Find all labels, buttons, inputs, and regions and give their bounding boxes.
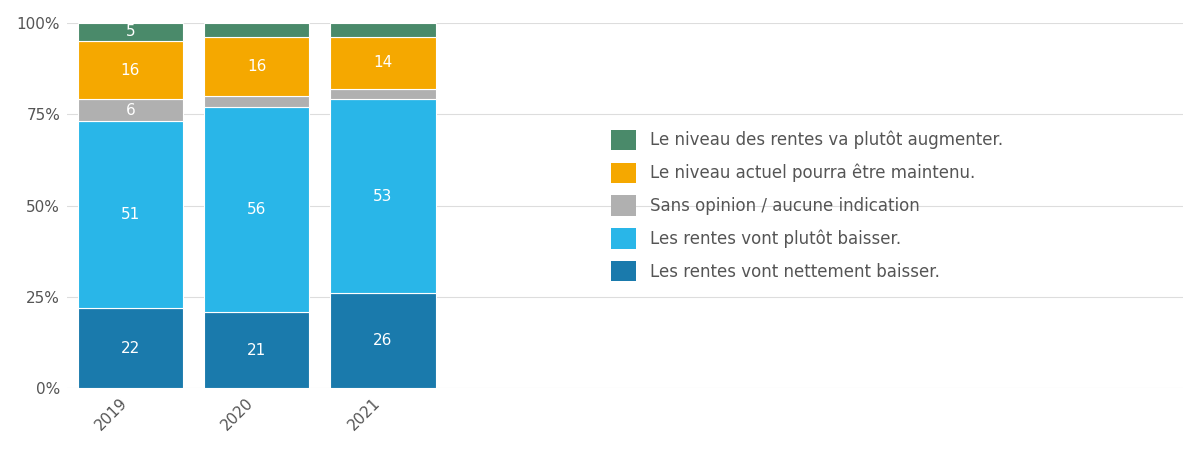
- Text: 53: 53: [373, 189, 392, 204]
- Bar: [330, 293, 436, 388]
- Bar: [204, 22, 310, 37]
- Bar: [330, 37, 436, 89]
- Bar: [204, 96, 310, 107]
- Bar: [78, 22, 182, 41]
- Bar: [204, 37, 310, 96]
- Legend: Le niveau des rentes va plutôt augmenter., Le niveau actuel pourra être maintenu: Le niveau des rentes va plutôt augmenter…: [611, 130, 1003, 281]
- Text: 26: 26: [373, 333, 392, 348]
- Text: 21: 21: [247, 342, 266, 358]
- Text: 5: 5: [126, 24, 136, 39]
- Bar: [330, 89, 436, 99]
- Bar: [78, 41, 182, 99]
- Bar: [78, 308, 182, 388]
- Text: 22: 22: [121, 341, 140, 356]
- Bar: [330, 99, 436, 293]
- Text: 56: 56: [247, 202, 266, 217]
- Text: 6: 6: [126, 103, 136, 118]
- Bar: [330, 22, 436, 37]
- Bar: [78, 122, 182, 308]
- Bar: [78, 99, 182, 122]
- Text: 16: 16: [247, 59, 266, 74]
- Text: 16: 16: [121, 63, 140, 78]
- Bar: [204, 312, 310, 388]
- Text: 14: 14: [373, 55, 392, 70]
- Text: 51: 51: [121, 207, 140, 222]
- Bar: [204, 107, 310, 312]
